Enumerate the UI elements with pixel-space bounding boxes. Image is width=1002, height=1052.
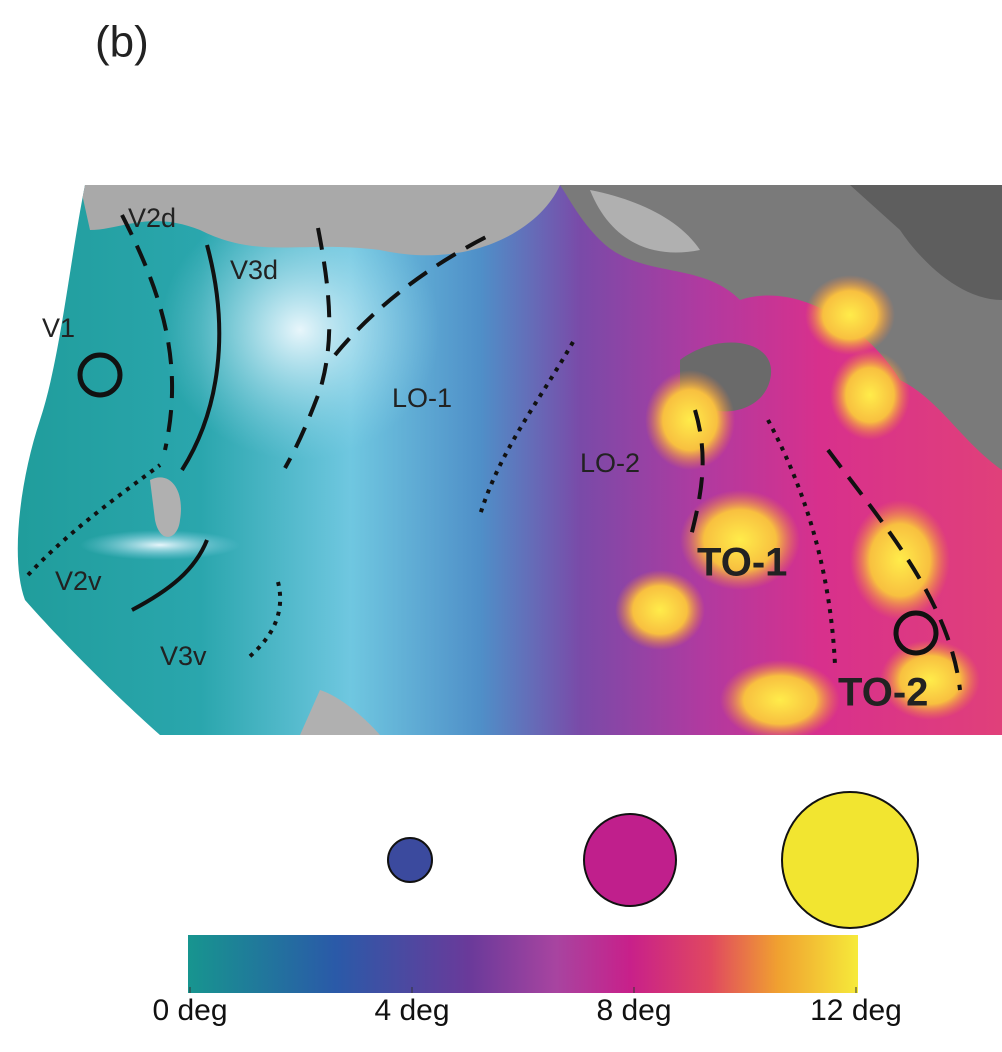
size-legend (388, 792, 918, 928)
region-label: LO-1 (392, 383, 452, 413)
region-label: V2d (128, 203, 176, 233)
colorbar-tick-label: 4 deg (374, 994, 449, 1027)
colorbar (188, 935, 858, 993)
size-circle (388, 838, 432, 882)
figure: (b) V1 V2d V3d (0, 0, 1002, 1047)
panel-label: (b) (95, 18, 149, 67)
size-circle (782, 792, 918, 928)
region-label: V3v (160, 641, 207, 671)
size-circle (584, 814, 676, 906)
region-label: TO-2 (838, 671, 928, 715)
page: {"panel_label": "(b)", "regions": ["V1",… (0, 0, 1002, 1047)
region-label: TO-1 (697, 541, 787, 585)
region-label: V3d (230, 255, 278, 285)
region-label: V2v (55, 566, 102, 596)
colorbar-tick-label: 12 deg (810, 994, 902, 1027)
colorbar-tick-label: 0 deg (152, 994, 227, 1027)
colorbar-tick-label: 8 deg (596, 994, 671, 1027)
region-label: V1 (42, 313, 75, 343)
region-label: LO-2 (580, 448, 640, 478)
